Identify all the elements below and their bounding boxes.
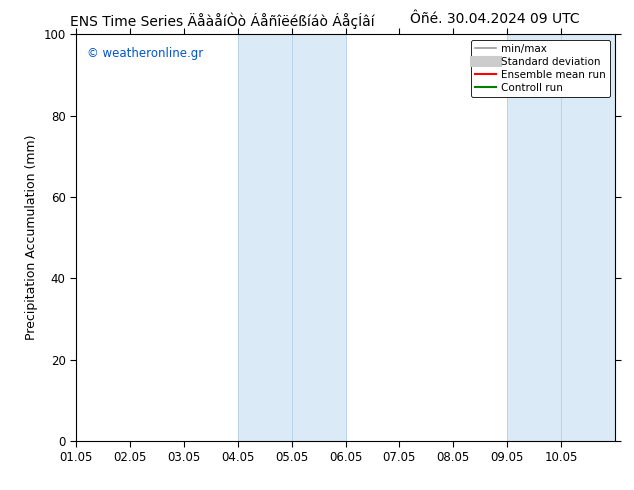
Bar [238, 34, 292, 441]
Bar [507, 34, 561, 441]
Y-axis label: Precipitation Accumulation (mm): Precipitation Accumulation (mm) [25, 135, 38, 341]
Bar [561, 34, 615, 441]
Text: Ôñé. 30.04.2024 09 UTC: Ôñé. 30.04.2024 09 UTC [410, 12, 579, 26]
Legend: min/max, Standard deviation, Ensemble mean run, Controll run: min/max, Standard deviation, Ensemble me… [470, 40, 610, 97]
Text: © weatheronline.gr: © weatheronline.gr [87, 47, 203, 59]
Bar [292, 34, 346, 441]
Text: ENS Time Series ÄåàåíÒò Áåñîëéßíáò ÁåçÍâí: ENS Time Series ÄåàåíÒò Áåñîëéßíáò ÁåçÍâ… [70, 12, 374, 29]
